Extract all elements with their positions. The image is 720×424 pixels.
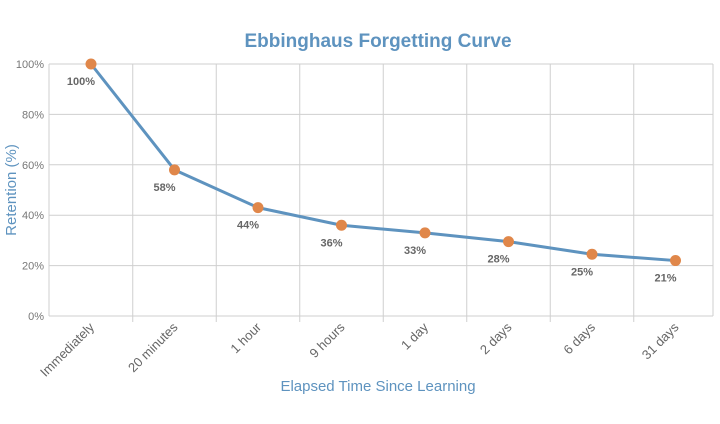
data-point [503,236,514,248]
y-tick-label: 0% [28,311,44,323]
data-point [336,219,347,231]
data-point [670,255,681,267]
y-tick-label: 80% [22,109,44,121]
data-label: 21% [654,273,676,285]
x-tick-label: 2 days [477,319,515,357]
x-tick-label: 6 days [560,319,598,357]
x-tick-label: 1 day [398,319,431,352]
x-tick-label: 1 hour [227,319,264,356]
data-label: 44% [237,220,259,232]
y-tick-label: 100% [16,59,44,71]
data-point [252,202,264,214]
x-axis-ticks: Immediately 20 minutes 1 hour 9 hours 1 day 2… [37,319,682,380]
data-label: 100% [67,76,95,88]
x-axis-title: Elapsed Time Since Learning [280,378,475,395]
data-label: 28% [487,254,509,266]
data-label: 25% [571,266,593,278]
data-labels: 100% 58% 44% 36% 33% 28% 25% 21% [67,76,677,285]
x-tick-label: 20 minutes [125,319,181,375]
data-label: 33% [404,245,426,257]
x-tick-label: 9 hours [306,319,348,361]
data-label: 58% [153,182,175,194]
y-axis-ticks: 0% 20% 40% 60% 80% 100% [16,59,44,323]
data-point [85,58,97,70]
data-point [586,248,598,260]
data-point [419,227,431,239]
data-label: 36% [320,237,342,249]
data-points [85,58,681,267]
series-line [89,62,677,263]
data-point [169,164,180,176]
y-tick-label: 60% [22,160,44,172]
x-tick-label: Immediately [37,319,98,380]
y-tick-label: 20% [22,261,44,273]
y-axis-title: Retention (%) [3,144,20,236]
series-line-group [89,62,677,263]
grid-lines [48,63,714,322]
y-tick-label: 40% [22,210,44,222]
chart-title: Ebbinghaus Forgetting Curve [244,31,511,52]
x-tick-label: 31 days [639,319,682,362]
